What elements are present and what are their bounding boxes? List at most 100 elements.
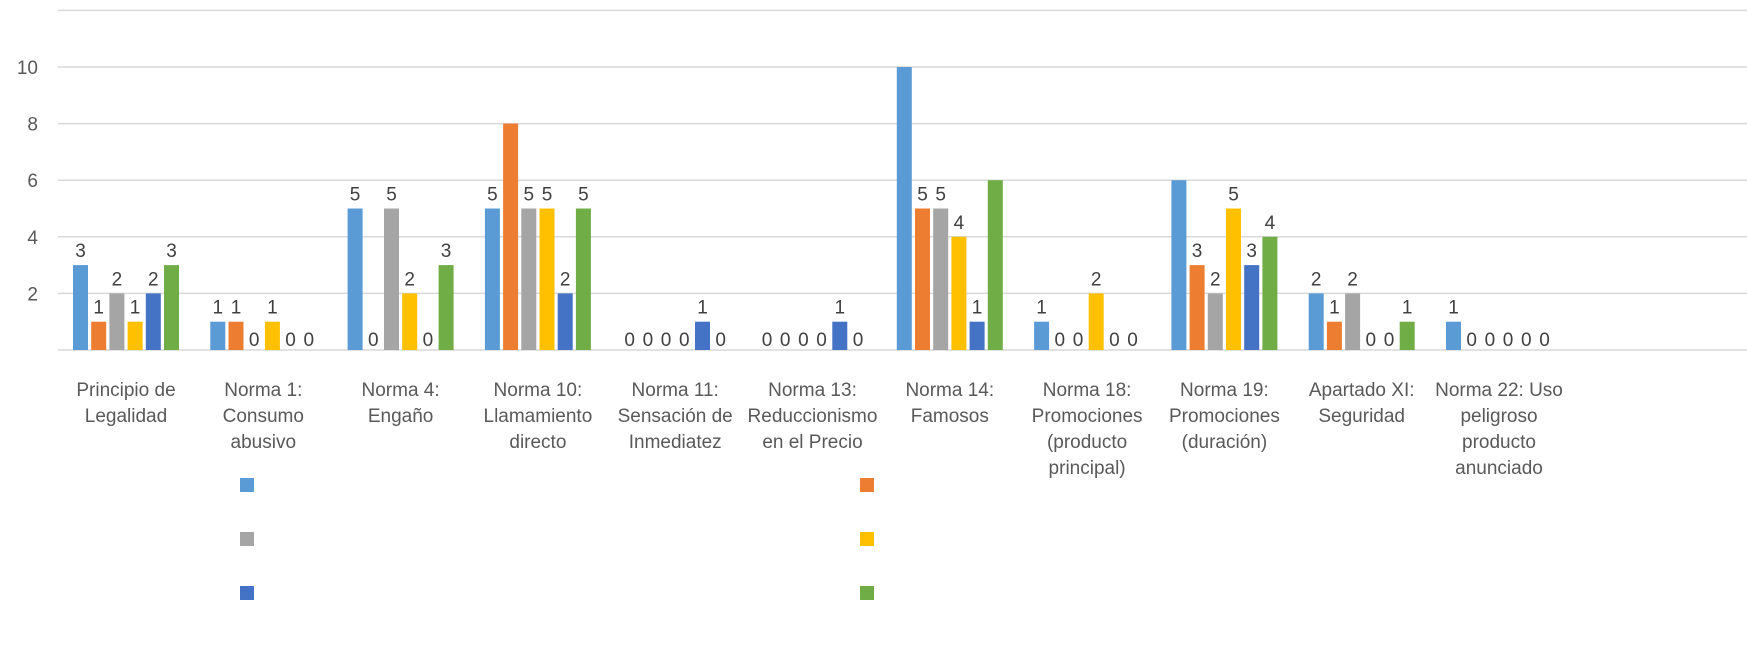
- y-tick-label: 6: [27, 171, 38, 192]
- data-label: 0: [1384, 330, 1395, 351]
- category-label-line: Seguridad: [1318, 406, 1405, 427]
- category-label-line: Norma 11:: [632, 380, 719, 401]
- category-label-line: Norma 10:: [494, 380, 583, 401]
- bar: [1171, 180, 1187, 350]
- data-label: 0: [1073, 330, 1084, 351]
- bar: [1326, 321, 1342, 350]
- y-tick-label: 2: [27, 284, 38, 305]
- category-label-line: en el Precio: [762, 432, 862, 453]
- data-label: 0: [661, 330, 672, 351]
- data-label: 3: [166, 241, 177, 262]
- data-label: 2: [112, 269, 123, 290]
- data-label: 0: [249, 330, 260, 351]
- bar: [384, 208, 399, 350]
- bar: [557, 293, 573, 350]
- data-label: 4: [1265, 213, 1276, 234]
- legend-swatch: [860, 532, 874, 546]
- data-label: 0: [1109, 330, 1120, 351]
- data-label: 0: [643, 330, 654, 351]
- category-label-line: directo: [509, 432, 566, 453]
- data-label: 0: [423, 330, 434, 351]
- bar: [695, 321, 710, 350]
- bar: [1226, 208, 1241, 350]
- bar: [1244, 265, 1260, 350]
- data-label: 3: [75, 241, 86, 262]
- category-label-line: (duración): [1182, 432, 1268, 453]
- bar: [896, 67, 912, 350]
- bars: [73, 67, 1461, 350]
- legend-swatch: [240, 586, 254, 600]
- data-label: 5: [542, 185, 553, 206]
- category-label-line: Llamamiento: [484, 406, 593, 427]
- data-label: 0: [853, 330, 864, 351]
- category-label-line: Norma 13:: [768, 380, 857, 401]
- bar: [1399, 321, 1415, 350]
- data-label: 0: [285, 330, 296, 351]
- legend-swatch: [240, 532, 254, 546]
- bar: [73, 265, 88, 350]
- bar: [832, 321, 848, 350]
- category-label: Norma 22: Uso peligroso producto anunciado: [1435, 380, 1563, 479]
- category-label: Norma 14: Famosos: [905, 380, 994, 427]
- category-label: Norma 4: Engaño: [362, 380, 440, 427]
- data-label: 5: [935, 185, 946, 206]
- category-label-line: Apartado XI:: [1309, 380, 1415, 401]
- bar: [145, 293, 161, 350]
- bar: [951, 236, 967, 350]
- data-label: 2: [148, 269, 159, 290]
- data-label: 4: [954, 213, 965, 234]
- bar: [1034, 321, 1050, 350]
- bar: [575, 208, 591, 350]
- category-label-line: Consumo: [223, 406, 304, 427]
- legend: [240, 478, 874, 600]
- category-label-line: Norma 14:: [905, 380, 994, 401]
- bar: [521, 208, 537, 350]
- data-label: 1: [231, 298, 242, 319]
- y-tick-label: 4: [27, 228, 38, 249]
- data-label: 0: [715, 330, 726, 351]
- legend-swatch: [860, 478, 874, 492]
- category-label-line: Engaño: [368, 406, 434, 427]
- category-label: Principio de Legalidad: [76, 380, 175, 427]
- data-label: 1: [1036, 298, 1047, 319]
- category-label-line: Promociones: [1032, 406, 1143, 427]
- legend-swatch: [240, 478, 254, 492]
- category-label-line: Inmediatez: [629, 432, 722, 453]
- bar: [484, 208, 500, 350]
- data-label: 2: [1210, 269, 1221, 290]
- data-label: 5: [487, 185, 498, 206]
- data-label: 1: [1448, 298, 1459, 319]
- category-label: Apartado XI: Seguridad: [1309, 380, 1415, 427]
- data-label: 1: [1402, 298, 1413, 319]
- bar: [109, 293, 125, 350]
- bar: [1262, 236, 1278, 350]
- data-label: 0: [368, 330, 379, 351]
- bar: [1308, 293, 1324, 350]
- category-label-line: (producto: [1047, 432, 1127, 453]
- category-label-line: producto: [1462, 432, 1536, 453]
- data-label: 3: [1246, 241, 1257, 262]
- data-label: 0: [624, 330, 635, 351]
- bar: [539, 208, 555, 350]
- data-label: 2: [560, 269, 571, 290]
- data-label: 3: [1192, 241, 1203, 262]
- data-label: 0: [1055, 330, 1066, 351]
- y-tick-label: 10: [17, 58, 38, 79]
- y-tick-label: 8: [27, 115, 38, 136]
- category-label-line: principal): [1049, 458, 1126, 479]
- data-label: 0: [1485, 330, 1496, 351]
- bar: [91, 321, 107, 350]
- bar: [1446, 321, 1461, 350]
- bar: [1088, 293, 1104, 350]
- bar: [264, 321, 280, 350]
- category-label: Norma 18: Promociones (producto principal): [1032, 380, 1143, 479]
- data-label: 5: [524, 185, 535, 206]
- bar: [987, 180, 1003, 350]
- data-label: 2: [1091, 269, 1102, 290]
- data-label: 1: [93, 298, 104, 319]
- data-label: 2: [1347, 269, 1358, 290]
- data-label: 2: [404, 269, 415, 290]
- category-label-line: Norma 4:: [362, 380, 440, 401]
- legend-swatch: [860, 586, 874, 600]
